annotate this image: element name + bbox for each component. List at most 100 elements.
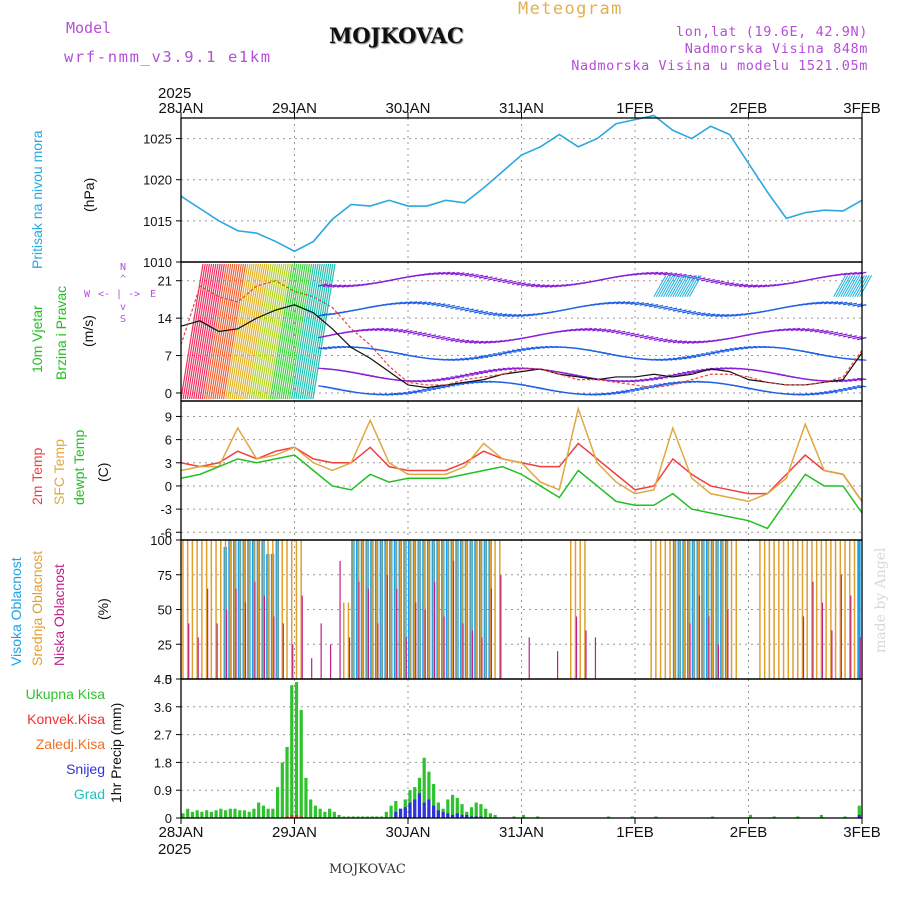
wind-barb (625, 389, 635, 392)
date-label-bottom: 3FEB (843, 824, 881, 841)
precip-total-bar (346, 816, 351, 818)
cloud-mid-bar (418, 540, 421, 679)
wind-barb (403, 330, 413, 334)
wind-barb (384, 393, 394, 396)
wind-barb (191, 263, 215, 400)
cloud-mid-bar (759, 540, 761, 679)
wind-barb (231, 263, 255, 400)
cloud-low-bar (462, 623, 464, 679)
wind-barb (592, 328, 602, 332)
date-label-top: 3FEB (843, 100, 881, 117)
wind-barb (819, 301, 829, 305)
wind-barb (843, 379, 853, 382)
date-label-bottom: 31JAN (499, 824, 544, 841)
wind-barb (672, 373, 682, 376)
wind-barb (835, 275, 849, 297)
wind-barb (478, 310, 489, 315)
cloud-mid-bar (584, 540, 586, 679)
wind-barb (436, 303, 446, 307)
cloud-mid-bar (295, 540, 298, 679)
wind-barb (426, 387, 436, 391)
wind-barb (440, 271, 451, 275)
precip-convective-bar (299, 816, 303, 818)
wind-barb (686, 310, 697, 315)
cloud-low-bar (225, 609, 228, 679)
precip-total-bar (375, 816, 379, 818)
cloud-mid-bar (352, 540, 354, 679)
wind-barb (250, 263, 274, 400)
wind-barb (554, 284, 564, 288)
wind-barb (271, 263, 296, 400)
precip-total-bar (536, 816, 540, 818)
wind-barb (535, 346, 545, 349)
wind-barb (686, 340, 697, 344)
wind-barb (682, 371, 692, 375)
cloud-mid-bar (801, 540, 804, 679)
wind-barb (805, 393, 815, 396)
wind-barb (212, 263, 236, 400)
wind-barb (824, 330, 834, 335)
cloud-low-bar (727, 609, 729, 679)
cloud-mid-bar (342, 602, 345, 679)
pressure-tick-label: 1010 (143, 255, 172, 270)
wind-barb (417, 379, 427, 383)
cloud-low-bar (557, 651, 559, 679)
wind-barb (658, 271, 668, 276)
wind-barb (776, 328, 787, 332)
cloud-low-bar (490, 588, 492, 679)
cloud-mid-bar (201, 540, 203, 679)
cloud-mid-bar (579, 540, 581, 679)
precip-total-bar (223, 810, 228, 818)
wind-barb (412, 301, 422, 305)
date-label-top: 30JAN (385, 100, 430, 117)
wind-barb (445, 337, 455, 341)
cloud-low-bar (802, 616, 805, 679)
wind-barb (507, 313, 517, 318)
wind-barb (686, 275, 700, 297)
precip-tick-label: 0.9 (154, 783, 172, 798)
model-name: wrf-nmm_v3.9.1 e1km (64, 48, 272, 66)
pressure-tick-label: 1015 (143, 214, 172, 229)
wind-barb (507, 367, 517, 370)
wind-barb (225, 263, 249, 400)
cloud-mid-bar (257, 540, 260, 679)
wind-barb (322, 346, 332, 350)
wind-barb (658, 275, 672, 297)
cloud-low-bar (528, 637, 530, 679)
precip-total-bar (242, 810, 247, 818)
wind-barb (639, 302, 649, 306)
wind-barb (426, 379, 436, 382)
wind-barb (684, 275, 698, 297)
wind-barb (388, 328, 399, 332)
wind-barb (847, 271, 857, 276)
wind-barb (455, 339, 465, 343)
wind-barb (426, 334, 437, 338)
temp-dewpt-line (180, 454, 863, 530)
wind-barb (389, 393, 399, 396)
cloud-mid-bar (574, 540, 577, 679)
precip-total-bar (280, 762, 284, 818)
cloud-mid-bar (697, 540, 700, 679)
precip-total-bar (304, 777, 308, 818)
lonlat-label: lon,lat (19.6E, 42.9N) (675, 24, 868, 40)
wind-barb (182, 263, 206, 400)
wind-barb (450, 338, 460, 342)
cloud-low-bar (339, 560, 341, 679)
wind-barb (672, 275, 686, 297)
cloud-mid-bar (650, 540, 652, 679)
cloud-high-bar (857, 540, 861, 679)
cloud-mid-bar (220, 540, 222, 679)
wind-barb (849, 275, 863, 297)
temp-tick-label: -3 (160, 502, 172, 517)
wind-barb (800, 393, 810, 396)
wind-barb (426, 272, 437, 276)
precip-total-bar (313, 805, 318, 818)
wind-barb (318, 347, 328, 350)
wind-barb (459, 358, 470, 361)
wind-barb (431, 379, 441, 382)
wind-barb (502, 367, 512, 371)
wind-barb (301, 263, 325, 400)
wind-barb (809, 328, 820, 333)
wind-barb (417, 389, 427, 392)
cloud-mid-bar (196, 540, 198, 679)
